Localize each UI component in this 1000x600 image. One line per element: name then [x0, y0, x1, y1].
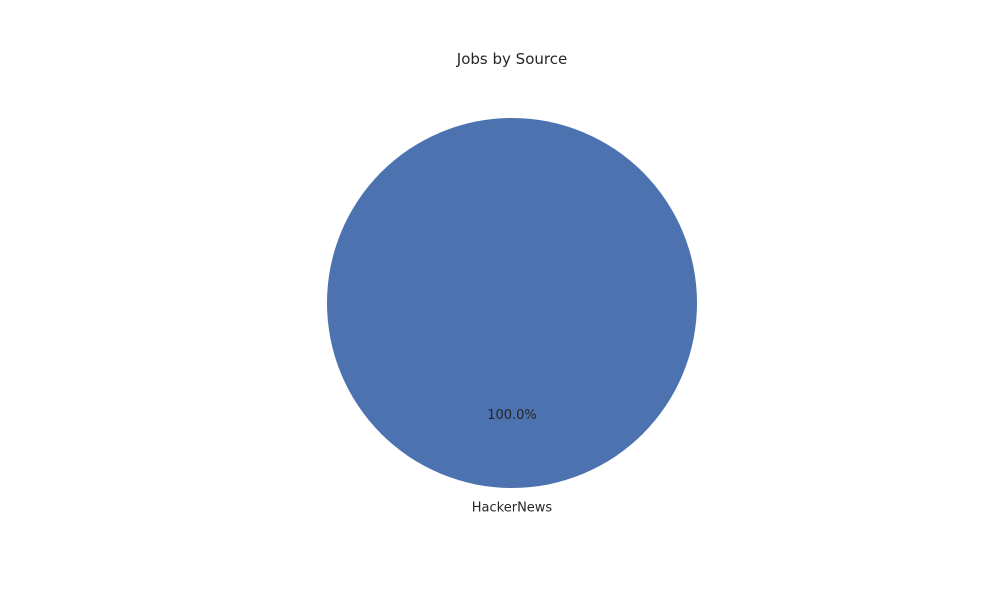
pie-labels: HackerNews 100.0%: [472, 408, 553, 516]
pie-slices: [327, 118, 697, 488]
slice-percent-label: 100.0%: [487, 408, 537, 423]
chart-title: Jobs by Source: [456, 50, 567, 68]
pie-slice-hackernews: [327, 118, 697, 488]
slice-label: HackerNews: [472, 501, 553, 516]
